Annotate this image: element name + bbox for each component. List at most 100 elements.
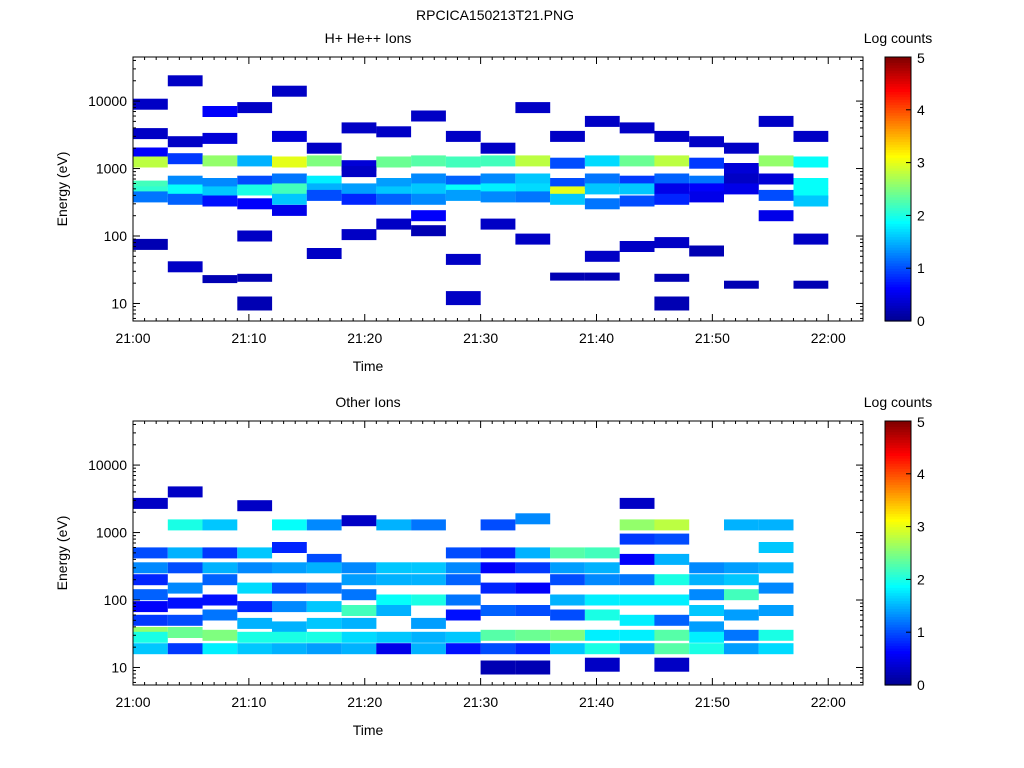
colorbar-swatch [885, 650, 911, 654]
heatmap-cell [584, 609, 620, 621]
heatmap-cell [341, 166, 377, 178]
heatmap-cell [584, 115, 620, 127]
colorbar-swatch [885, 566, 911, 570]
heatmap-cell [654, 553, 690, 565]
colorbar-swatch [885, 202, 911, 206]
colorbar-swatch [885, 613, 911, 617]
colorbar-swatch [885, 434, 911, 438]
heatmap-cell [445, 609, 481, 621]
colorbar-swatch [885, 294, 911, 298]
colorbar-swatch [885, 136, 911, 140]
colorbar-swatch [885, 450, 911, 454]
colorbar-swatch [885, 257, 911, 261]
heatmap-cell [411, 225, 446, 237]
heatmap-cell [550, 547, 585, 559]
heatmap-cell [341, 183, 377, 195]
heatmap-cell [758, 189, 794, 201]
colorbar-swatch [885, 624, 911, 628]
heatmap-cell [237, 102, 273, 114]
colorbar-swatch [885, 600, 911, 604]
y-axis-label: Energy (eV) [54, 152, 70, 227]
heatmap-cell [515, 183, 551, 195]
heatmap-cell [480, 218, 516, 230]
colorbar-swatch [885, 244, 911, 248]
heatmap-cell [272, 643, 307, 655]
heatmap-cell [306, 631, 342, 643]
heatmap-cell [793, 280, 829, 289]
colorbar-swatch [885, 471, 911, 475]
heatmap-cell [724, 163, 759, 174]
heatmap-cell [758, 629, 794, 641]
colorbar-swatch [885, 165, 911, 169]
heatmap-cell [133, 631, 168, 643]
heatmap-cell [133, 601, 168, 613]
heatmap-cell [619, 241, 655, 252]
heatmap-cell [411, 594, 446, 606]
heatmap-cell [480, 660, 516, 675]
heatmap-cell [654, 173, 690, 185]
colorbar-swatch [885, 107, 911, 111]
heatmap-cell [133, 238, 168, 250]
colorbar-swatch [885, 141, 911, 145]
colorbar-swatch [885, 502, 911, 507]
colorbar-swatch [885, 178, 911, 182]
colorbar-swatch [885, 233, 911, 238]
x-tick-label: 21:40 [579, 330, 614, 346]
colorbar-tick-label: 3 [917, 519, 925, 535]
x-tick-label: 21:20 [347, 330, 382, 346]
colorbar-tick-label: 2 [917, 207, 925, 223]
colorbar-swatch [885, 223, 911, 227]
colorbar-swatch [885, 183, 911, 187]
colorbar-swatch [885, 463, 911, 467]
heatmap-cell [202, 643, 238, 655]
colorbar-swatch [885, 500, 911, 504]
heatmap-cell [376, 643, 412, 655]
heatmap-cell [724, 609, 759, 621]
colorbar-swatch [885, 473, 911, 478]
colorbar-swatch [885, 537, 911, 541]
colorbar-swatch [885, 558, 911, 562]
heatmap-cell [272, 193, 307, 205]
colorbar-swatch [885, 547, 911, 551]
x-tick-label: 21:00 [115, 330, 150, 346]
heatmap-cell [654, 629, 690, 641]
heatmap-cell [306, 553, 342, 565]
heatmap-cell [133, 547, 168, 559]
colorbar-swatch [885, 249, 911, 253]
heatmap-cell [724, 519, 759, 531]
heatmap-cell [376, 178, 412, 189]
colorbar-swatch [885, 284, 911, 288]
heatmap-cell [237, 562, 273, 574]
heatmap-cell [793, 130, 829, 142]
colorbar-swatch [885, 273, 911, 277]
heatmap-cell [584, 594, 620, 606]
heatmap-cell [654, 130, 690, 142]
colorbar-swatch [885, 175, 911, 180]
colorbar-swatch [885, 428, 911, 433]
heatmap-cell [584, 629, 620, 641]
colorbar-tick-label: 0 [917, 313, 925, 329]
heatmap-cell [306, 248, 342, 259]
heatmap-cell [445, 643, 481, 655]
colorbar-tick-label: 4 [917, 466, 925, 482]
heatmap-cell [445, 175, 481, 187]
heatmap-cell [272, 183, 307, 195]
heatmap-cell [341, 574, 377, 586]
heatmap-cell [167, 153, 203, 165]
heatmap-cell [202, 106, 238, 117]
heatmap-cell [619, 594, 655, 606]
colorbar-swatch [885, 241, 911, 246]
y-tick-label: 10 [111, 659, 127, 675]
colorbar-swatch [885, 589, 911, 594]
heatmap-cell [515, 191, 551, 203]
colorbar-swatch [885, 281, 911, 285]
colorbar-swatch [885, 189, 911, 193]
heatmap-cell [445, 189, 481, 201]
colorbar-swatch [885, 653, 911, 657]
heatmap-cell [306, 189, 342, 201]
colorbar-swatch [885, 571, 911, 575]
colorbar-swatch [885, 595, 911, 599]
heatmap-cell [758, 643, 794, 655]
heatmap-cell [689, 605, 724, 616]
colorbar-swatch [885, 584, 911, 588]
